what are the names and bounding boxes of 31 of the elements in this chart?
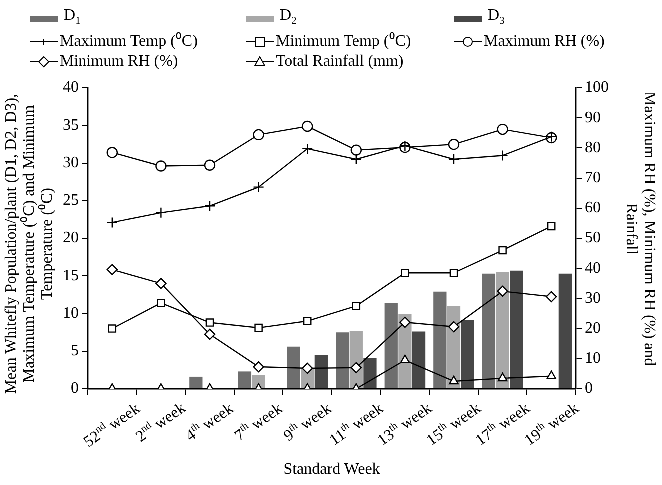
y-axis-title: Mean Whitefly Population/plant (D1, D2, D3), Maximum Temperature (⁰C) and Minimum Temperature (⁰C) [3, 92, 57, 396]
y-tick-label: 25 [63, 192, 79, 210]
legend-label: Total Rainfall (mm) [276, 52, 404, 72]
y-tick-label: 35 [63, 116, 79, 134]
legend-label: D$_{2}$ [280, 6, 297, 30]
y-tick-label: 30 [63, 154, 79, 172]
y-tick-label: 5 [71, 342, 79, 360]
legend-label: D$_{1}$ [64, 6, 81, 30]
y2-tick-label: 40 [585, 260, 601, 277]
y-tick-label: 20 [63, 230, 79, 247]
y2-tick-label: 70 [585, 170, 601, 187]
legend-label: Maximum Temp (⁰C) [60, 32, 198, 52]
legend-label: Minimum RH (%) [60, 52, 178, 72]
legend-label: Maximum RH (%) [484, 32, 605, 52]
x-axis-title: Standard Week [282, 461, 382, 479]
y2-tick-label: 100 [585, 79, 609, 96]
y2-tick-label: 60 [585, 200, 601, 217]
y2-tick-label: 50 [585, 230, 601, 247]
y2-tick-label: 10 [585, 350, 601, 368]
y2-tick-label: 90 [585, 109, 601, 126]
y2-tick-label: 80 [585, 139, 601, 156]
y-tick-label: 40 [63, 79, 79, 96]
y2-tick-label: 20 [585, 320, 601, 338]
legend-label: D$_{3}$ [488, 6, 505, 30]
y2-tick-label: 30 [585, 290, 601, 307]
y2-axis-title: Maximum RH (%), Minimum RH (%) and Rainfall [622, 90, 658, 368]
y2-tick-label: 0 [585, 380, 593, 398]
y-tick-label: 15 [63, 267, 79, 284]
legend-label: Minimum Temp (⁰C) [276, 32, 412, 52]
y-tick-label: 0 [71, 380, 79, 398]
y-tick-label: 10 [63, 304, 79, 322]
